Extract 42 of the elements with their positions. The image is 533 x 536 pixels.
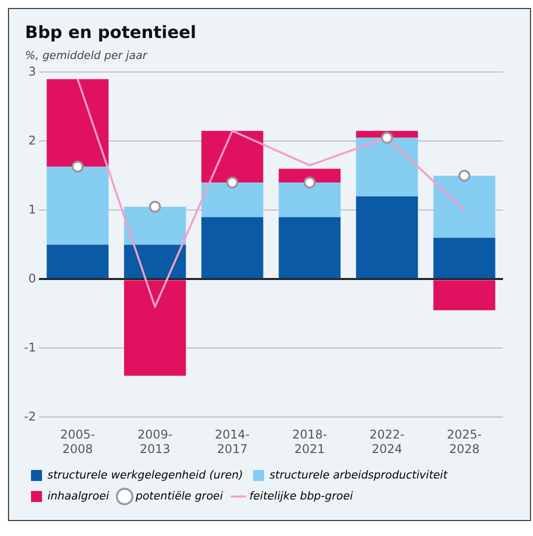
chart-subtitle: %, gemiddeld per jaar: [25, 49, 148, 62]
bar: [124, 280, 186, 376]
y-tick-label: -2: [24, 409, 36, 424]
legend-label: potentiële groei: [134, 489, 223, 502]
bar: [46, 244, 109, 278]
bar: [201, 217, 264, 278]
y-tick-label: 1: [28, 202, 36, 216]
point: [72, 160, 84, 173]
bar: [124, 244, 186, 278]
legend-label: structurele arbeidsproductiviteit: [270, 468, 448, 482]
point: [458, 170, 470, 182]
bar: [46, 166, 109, 245]
bar: [356, 196, 418, 278]
bar: [278, 217, 341, 278]
x-tick-label: 2018-2021: [292, 428, 328, 456]
bar: [201, 182, 264, 218]
x-tick-label: 2022-2024: [370, 428, 404, 456]
point: [148, 200, 161, 213]
bar: [46, 79, 109, 167]
bar: [124, 206, 186, 245]
y-tick-label: 2: [28, 133, 36, 148]
bar: [278, 182, 341, 218]
bar: [433, 176, 496, 238]
bar: [433, 238, 496, 278]
legend-label: inhaalgroei: [48, 489, 110, 502]
point: [304, 176, 316, 189]
x-tick-label: 2009-2013: [138, 428, 172, 456]
y-tick-label: 3: [28, 64, 36, 78]
x-tick-label: 2005-2008: [60, 428, 96, 456]
bar: [433, 280, 496, 310]
legend-label: structurele werkgelegenheid (uren): [48, 468, 244, 482]
legend-label: feitelijke bbp-groei: [249, 489, 353, 502]
y-tick-label: -1: [24, 340, 36, 354]
bar: [278, 168, 341, 183]
bar: [356, 138, 418, 196]
y-tick-label: 0: [28, 271, 36, 286]
bar: [201, 130, 264, 183]
x-tick-label: 2014-2017: [214, 428, 250, 456]
x-tick-label: 2025-2028: [446, 428, 482, 456]
point: [380, 132, 393, 144]
point: [226, 176, 238, 189]
chart-title: Bbp en potentieel: [25, 23, 198, 43]
